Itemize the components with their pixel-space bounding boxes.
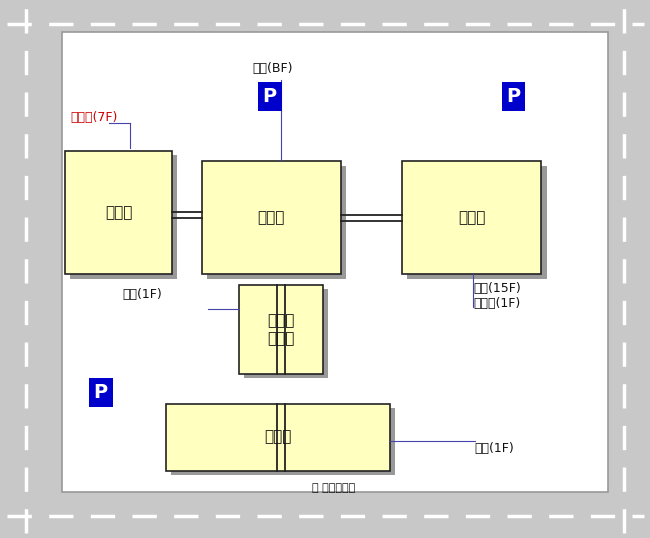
Bar (402, 161, 541, 274)
Text: P: P (506, 87, 521, 107)
Bar (244, 289, 328, 378)
Bar (70, 155, 177, 279)
Bar (239, 285, 323, 374)
Bar (171, 408, 395, 475)
Text: ４号館: ４号館 (458, 210, 486, 225)
Text: １号館
付属棟: １号館 付属棟 (267, 313, 294, 346)
Text: １号館: １号館 (264, 430, 292, 444)
Text: P: P (94, 383, 108, 402)
Bar (202, 161, 341, 274)
Bar (407, 166, 547, 279)
Text: ３号館: ３号館 (257, 210, 285, 225)
Text: 人事院(7F): 人事院(7F) (70, 111, 118, 124)
Text: ⬛ 合同庁舎前: ⬛ 合同庁舎前 (312, 484, 356, 493)
Bar (62, 32, 608, 492)
Bar (166, 404, 390, 471)
Text: ２号館: ２号館 (105, 205, 133, 220)
Text: 喫茶(1F): 喫茶(1F) (474, 442, 514, 455)
Text: 食堂(15F)
郵便局(1F): 食堂(15F) 郵便局(1F) (473, 282, 521, 310)
Bar (207, 166, 346, 279)
Text: 食堂(1F): 食堂(1F) (122, 288, 162, 301)
Text: 売店(BF): 売店(BF) (252, 62, 292, 75)
Bar (65, 151, 172, 274)
Text: P: P (263, 87, 277, 107)
